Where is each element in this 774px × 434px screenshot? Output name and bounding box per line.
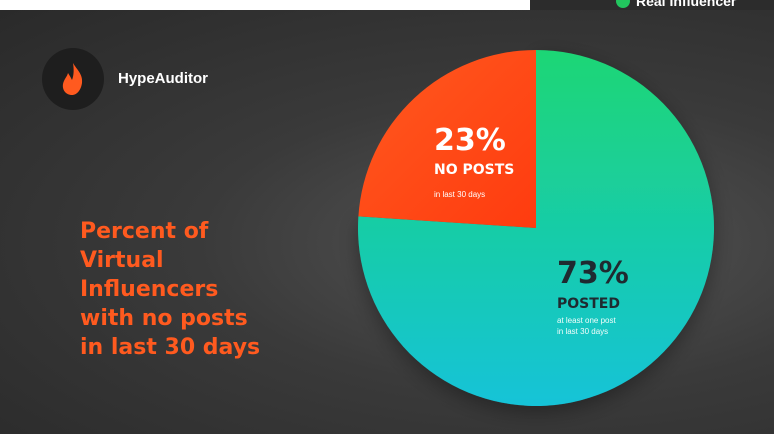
slice-note-posted-line1: at least one post — [557, 316, 616, 325]
pie-chart: 23% NO POSTS in last 30 days 73% POSTED … — [357, 50, 714, 406]
pie-slice-no-posts — [358, 50, 536, 228]
slice-value-no-posts: 23% — [434, 123, 506, 158]
slice-note-posted-line2: in last 30 days — [557, 327, 608, 336]
logo-circle — [42, 48, 104, 110]
top-bar — [0, 0, 774, 10]
slice-note-no-posts: in last 30 days — [434, 190, 485, 199]
legend-strip: Real Influencer — [530, 0, 774, 12]
pie-slice-posted — [357, 50, 714, 406]
legend-dot-icon — [616, 0, 630, 8]
headline: Percent of Virtual Influencers with no p… — [80, 219, 261, 360]
brand-name: HypeAuditor — [118, 70, 208, 87]
slice-category-no-posts: NO POSTS — [434, 162, 514, 178]
slide: HypeAuditor Percent of Virtual Influence… — [0, 10, 774, 434]
flame-icon — [62, 63, 83, 95]
slice-value-posted: 73% — [557, 256, 629, 291]
legend-text: Real Influencer — [636, 0, 737, 9]
slice-category-posted: POSTED — [557, 296, 620, 312]
